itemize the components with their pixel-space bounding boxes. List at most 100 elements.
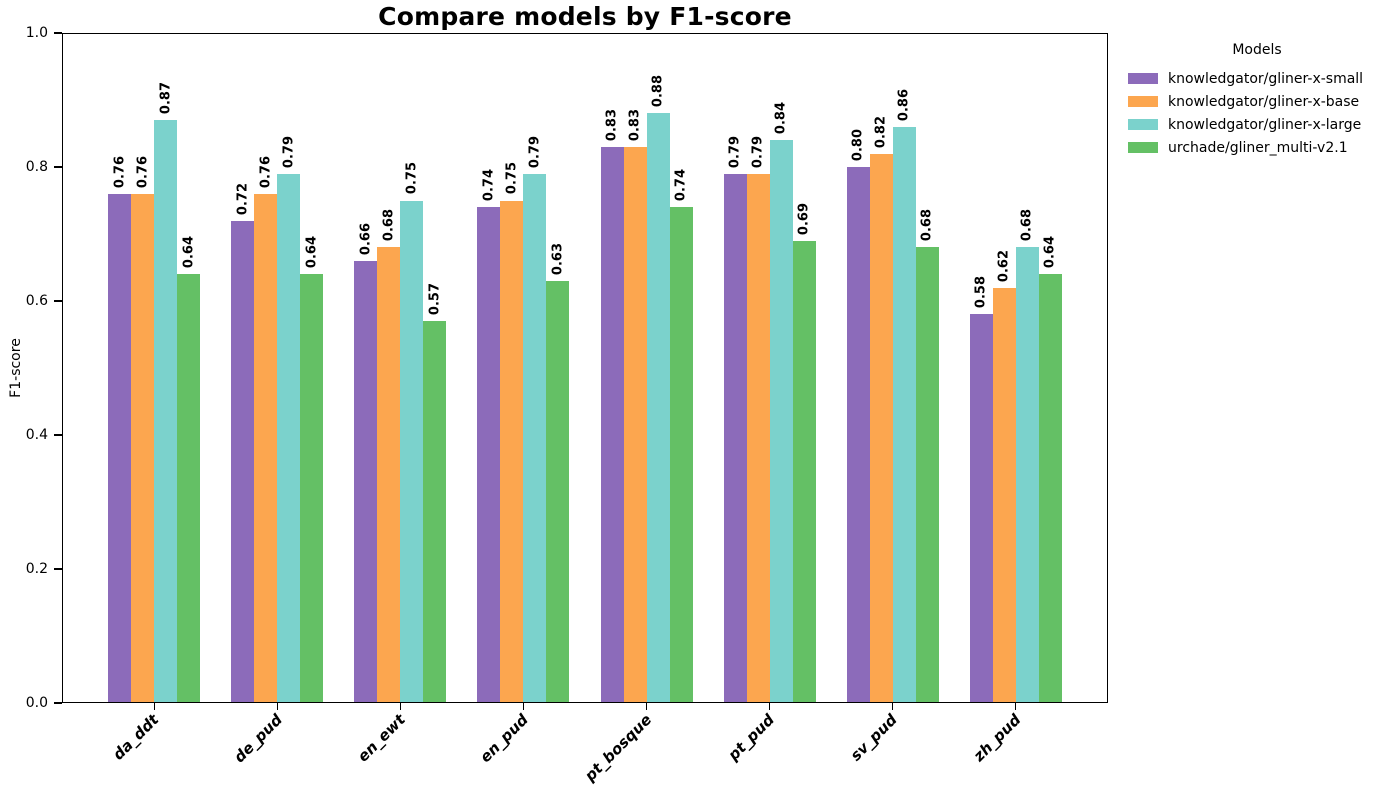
bar: 0.68 <box>1015 209 1039 703</box>
bar: 0.74 <box>669 169 693 703</box>
bar-value-label: 0.76 <box>258 155 274 188</box>
x-tick-mark <box>891 703 894 710</box>
bar-group: 0.66 0.68 0.75 0.57 <box>354 33 447 703</box>
y-tick-mark <box>54 300 62 302</box>
legend-swatch <box>1128 142 1158 153</box>
y-tick-label: 0.2 <box>25 561 48 577</box>
bar-value-label: 0.88 <box>650 75 666 108</box>
legend-item-label: knowledgator/gliner-x-small <box>1168 70 1364 87</box>
bar-value-label: 0.86 <box>896 88 912 121</box>
bar-value-label: 0.74 <box>481 169 497 202</box>
x-tick-label-text: de_pud <box>230 710 286 767</box>
legend-item: knowledgator/gliner-x-base <box>1128 90 1386 113</box>
legend: Models knowledgator/gliner-x-small knowle… <box>1128 42 1386 159</box>
bar-value-label: 0.76 <box>112 155 128 188</box>
legend-item-label: knowledgator/gliner-x-large <box>1168 116 1362 133</box>
bar-value-label: 0.66 <box>358 222 374 255</box>
bar-value-label: 0.68 <box>919 209 935 242</box>
bar-value-label: 0.75 <box>404 162 420 195</box>
bar: 0.72 <box>231 183 255 703</box>
bar-group: 0.74 0.75 0.79 0.63 <box>477 33 570 703</box>
y-tick-mark <box>54 434 62 436</box>
x-tick-label-text: en_ewt <box>353 710 409 766</box>
y-tick-label: 1.0 <box>25 25 48 41</box>
bar-value-label: 0.84 <box>773 102 789 135</box>
legend-swatch <box>1128 119 1158 130</box>
bar: 0.76 <box>254 156 278 703</box>
bar: 0.88 <box>646 75 670 703</box>
x-tick-label-text: zh_pud <box>969 710 1025 766</box>
bar: 0.64 <box>1038 236 1062 703</box>
y-axis-label-text: F1-score <box>8 338 25 398</box>
bar-value-label: 0.87 <box>158 82 174 115</box>
bar-group: 0.80 0.82 0.86 0.68 <box>846 33 939 703</box>
bar-value-label: 0.83 <box>604 108 620 141</box>
bar: 0.79 <box>723 136 747 703</box>
bar-value-label: 0.69 <box>796 202 812 235</box>
x-tick-mark <box>645 703 648 710</box>
x-tick-label-text: da_ddt <box>109 710 163 764</box>
bar-value-label: 0.63 <box>550 242 566 275</box>
bar-group: 0.79 0.79 0.84 0.69 <box>723 33 816 703</box>
bar-value-label: 0.64 <box>1042 236 1058 269</box>
bar-value-label: 0.80 <box>850 128 866 161</box>
legend-item: knowledgator/gliner-x-small <box>1128 67 1386 90</box>
legend-title: Models <box>1232 42 1282 58</box>
bar: 0.80 <box>846 129 870 703</box>
bar: 0.63 <box>546 243 570 703</box>
bar: 0.69 <box>792 203 816 703</box>
y-tick-label: 0.8 <box>25 159 48 175</box>
bar: 0.64 <box>177 236 201 703</box>
bar-group: 0.58 0.62 0.68 0.64 <box>969 33 1062 703</box>
bar-value-label: 0.79 <box>750 135 766 168</box>
bar-value-label: 0.64 <box>181 236 197 269</box>
bar: 0.66 <box>354 223 378 703</box>
bar-value-label: 0.72 <box>235 182 251 215</box>
bar-value-label: 0.79 <box>727 135 743 168</box>
bar: 0.84 <box>769 102 793 703</box>
bar: 0.74 <box>477 169 501 703</box>
bar: 0.62 <box>992 250 1016 703</box>
bar-group: 0.76 0.76 0.87 0.64 <box>108 33 201 703</box>
y-tick-mark <box>54 166 62 168</box>
legend-swatch <box>1128 96 1158 107</box>
bar: 0.83 <box>623 109 647 703</box>
x-tick-label-text: pt_pud <box>724 710 778 765</box>
bar-value-label: 0.75 <box>504 162 520 195</box>
plot-border <box>62 33 1108 703</box>
bar: 0.75 <box>500 162 524 703</box>
y-tick-label: 0.0 <box>25 695 48 711</box>
bar: 0.68 <box>915 209 939 703</box>
bar-value-label: 0.74 <box>673 169 689 202</box>
bar-value-label: 0.82 <box>873 115 889 148</box>
x-tick-mark <box>522 703 525 710</box>
x-tick-mark <box>768 703 771 710</box>
bar: 0.82 <box>869 116 893 703</box>
bar: 0.76 <box>108 156 132 703</box>
bar-value-label: 0.79 <box>527 135 543 168</box>
bar-value-label: 0.76 <box>135 155 151 188</box>
y-tick-label: 0.6 <box>25 293 48 309</box>
x-tick-label-text: sv_pud <box>846 710 901 765</box>
bar-value-label: 0.68 <box>1019 209 1035 242</box>
bar: 0.75 <box>400 162 424 703</box>
bar-value-label: 0.68 <box>381 209 397 242</box>
bar: 0.58 <box>969 276 993 703</box>
bar: 0.79 <box>746 136 770 703</box>
bar: 0.68 <box>377 209 401 703</box>
bar-group: 0.83 0.83 0.88 0.74 <box>600 33 693 703</box>
chart-title: Compare models by F1-score <box>378 2 792 31</box>
x-tick-mark <box>399 703 402 710</box>
bar: 0.57 <box>423 283 447 703</box>
legend-item-label: urchade/gliner_multi-v2.1 <box>1168 139 1348 156</box>
x-tick-label-text: en_pud <box>476 710 532 767</box>
bar-value-label: 0.83 <box>627 108 643 141</box>
bar-group: 0.72 0.76 0.79 0.64 <box>231 33 324 703</box>
y-axis-label: F1-score <box>2 33 30 703</box>
x-tick-label-text: pt_bosque <box>580 710 655 785</box>
y-tick-mark <box>54 702 62 704</box>
bar-value-label: 0.79 <box>281 135 297 168</box>
legend-swatch <box>1128 73 1158 84</box>
legend-items: knowledgator/gliner-x-small knowledgator/… <box>1128 67 1386 159</box>
bar: 0.79 <box>277 136 301 703</box>
